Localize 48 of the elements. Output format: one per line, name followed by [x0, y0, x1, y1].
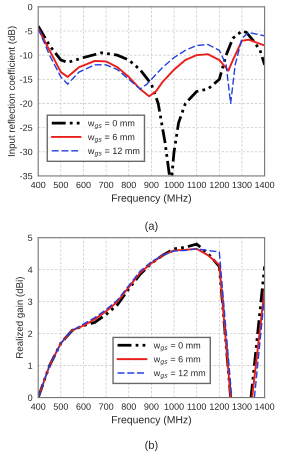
legend-label: w$_{gs}$ = 12 mm	[154, 370, 206, 379]
x-tick-label: 800	[122, 403, 136, 410]
x-tick-label: 1300	[232, 403, 252, 410]
legend-label: w$_{gs}$ = 6 mm	[154, 356, 200, 366]
y-tick-label: 4	[28, 266, 32, 273]
text: (b)	[145, 440, 158, 452]
x-tick-label: 400	[30, 182, 46, 188]
x-tick-label: 700	[99, 182, 114, 188]
x-tick-label: 1300	[232, 182, 252, 188]
x-tick-label: 1400	[255, 403, 274, 410]
x-tick-label: 1400	[255, 182, 274, 188]
y-axis-title: Realized gain (dBi)	[16, 277, 25, 358]
x-tick-label: 500	[54, 182, 68, 188]
legend-label: w$_{gs}$ = 0 mm	[88, 120, 134, 130]
legend-label: w$_{gs}$ = 6 mm	[88, 134, 134, 143]
x-tick-label: 500	[54, 403, 68, 410]
x-tick-label: 700	[99, 403, 114, 410]
text: (a)	[145, 222, 158, 232]
y-tick-label: -35	[20, 172, 32, 180]
y-tick-label: 2	[28, 330, 32, 337]
x-tick-label: 1000	[164, 182, 184, 188]
y-tick-label: 5	[28, 234, 32, 241]
x-tick-label: 1000	[164, 403, 184, 410]
y-tick-label: 0	[28, 4, 32, 10]
x-tick-label: 1200	[210, 403, 230, 410]
y-tick-label: -5	[25, 28, 32, 34]
y-tick-label: 3	[28, 298, 32, 305]
x-axis-title: Frequency (MHz)	[112, 416, 191, 426]
y-tick-label: -15	[20, 76, 32, 83]
legend-label: w$_{gs}$ = 12 mm	[88, 148, 140, 157]
x-tick-label: 1100	[188, 403, 206, 410]
x-tick-label: 400	[30, 403, 46, 410]
x-axis-title: Frequency (MHz)	[112, 194, 191, 204]
y-tick-label: -20	[20, 100, 32, 107]
y-tick-label: 1	[28, 362, 32, 369]
x-tick-label: 600	[76, 403, 91, 410]
x-tick-label: 900	[144, 182, 159, 188]
x-tick-label: 600	[76, 182, 91, 188]
y-axis-title: Input reflection coefficient (dB)	[8, 26, 17, 156]
x-tick-label: 1100	[188, 182, 206, 188]
x-tick-label: 1200	[210, 182, 230, 188]
y-tick-label: -30	[20, 148, 32, 156]
x-tick-label: 800	[122, 182, 136, 188]
legend-label: w$_{gs}$ = 0 mm	[154, 342, 200, 352]
y-tick-label: -10	[20, 52, 32, 59]
y-tick-label: -25	[20, 124, 32, 131]
y-tick-label: 0	[28, 394, 32, 401]
x-tick-label: 900	[144, 403, 159, 410]
